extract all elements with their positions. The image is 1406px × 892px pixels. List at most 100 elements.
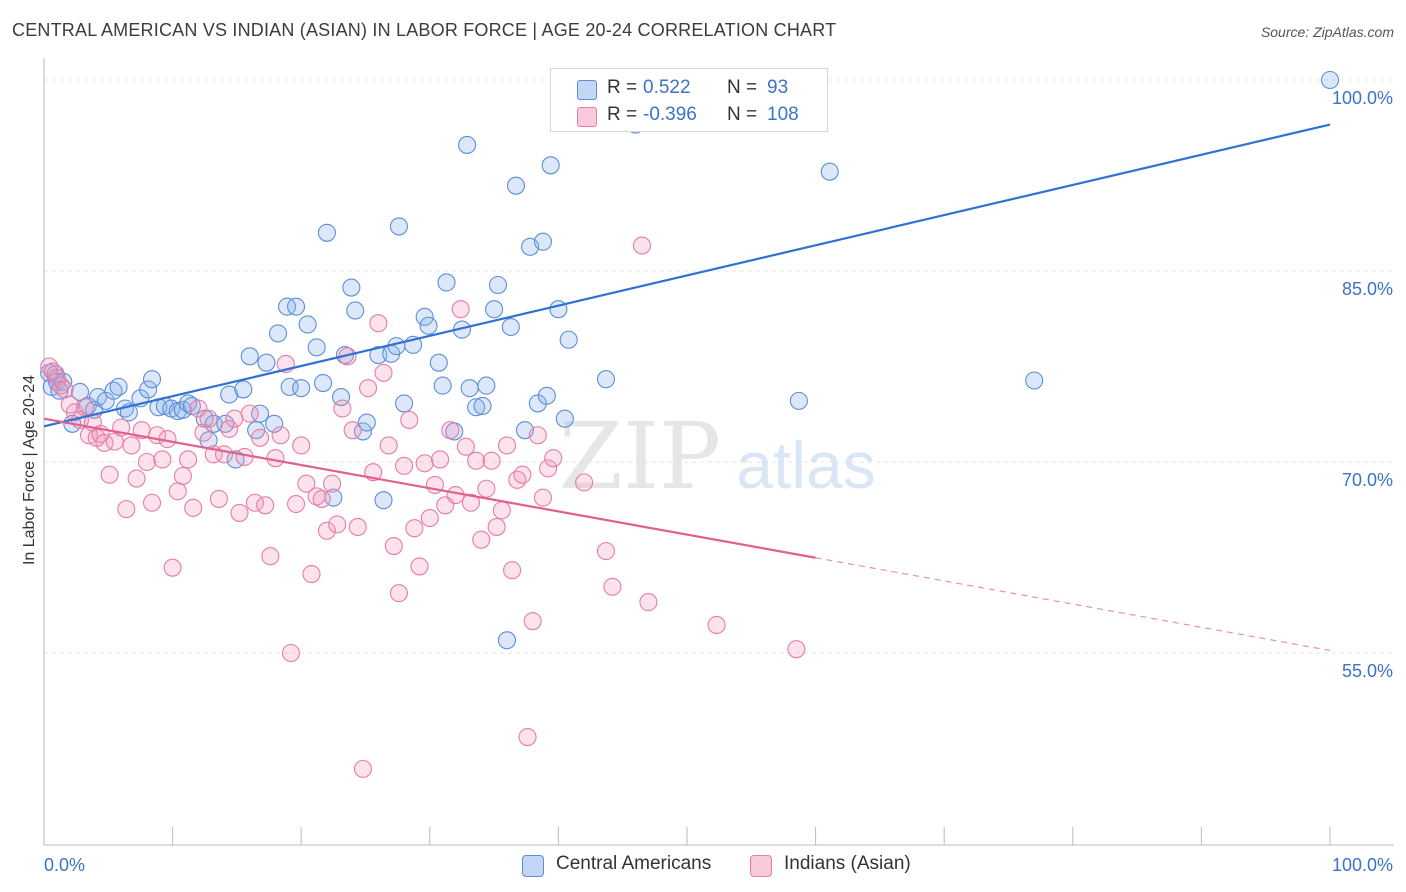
point-indians-asian <box>230 503 249 522</box>
point-indians-asian <box>539 459 558 478</box>
point-central-americans <box>298 315 317 334</box>
point-indians-asian <box>328 515 347 534</box>
grid-lines <box>44 79 1394 654</box>
legend-swatch-pink <box>577 107 597 127</box>
legend-n-value: 108 <box>767 104 799 125</box>
point-indians-asian <box>287 494 306 514</box>
point-indians-asian <box>451 300 470 319</box>
point-central-americans <box>415 307 434 326</box>
data-points <box>40 70 1340 778</box>
point-central-americans <box>317 223 336 242</box>
point-central-americans <box>346 301 365 320</box>
point-indians-asian <box>281 643 300 663</box>
legend-r-value: -0.396 <box>643 104 697 125</box>
point-indians-asian <box>209 489 228 508</box>
point-indians-asian <box>256 496 275 515</box>
point-central-americans <box>292 379 311 398</box>
point-indians-asian <box>250 428 270 447</box>
point-indians-asian <box>405 519 424 538</box>
point-indians-asian <box>199 409 218 428</box>
correlation-legend: R = 0.522 N = 93 R = -0.396 N = 108 <box>550 68 828 132</box>
point-central-americans <box>374 491 393 510</box>
point-indians-asian <box>142 493 162 512</box>
point-central-americans <box>96 391 115 410</box>
point-indians-asian <box>214 445 234 464</box>
x-tick-label: 100.0% <box>1332 855 1393 875</box>
point-indians-asian <box>461 493 481 512</box>
point-indians-asian <box>122 436 141 455</box>
legend-swatch-blue <box>577 80 597 100</box>
point-indians-asian <box>503 561 522 580</box>
point-central-americans <box>234 380 253 399</box>
axes <box>43 58 1394 846</box>
point-central-americans <box>314 374 333 393</box>
point-indians-asian <box>523 612 542 631</box>
point-indians-asian <box>225 409 244 428</box>
point-central-americans <box>537 386 556 405</box>
point-central-americans <box>369 345 388 365</box>
point-central-americans <box>280 377 299 396</box>
point-indians-asian <box>127 469 146 488</box>
point-indians-asian <box>575 473 594 492</box>
point-central-americans <box>458 135 477 154</box>
legend-r-value: 0.522 <box>643 77 691 98</box>
legend-r-label: R = <box>607 104 638 125</box>
point-central-americans <box>139 380 158 399</box>
trend-line-indians-asian <box>43 417 816 559</box>
point-indians-asian <box>508 470 527 489</box>
point-indians-asian <box>220 419 239 438</box>
legend-n-value: 93 <box>767 77 789 98</box>
point-central-americans <box>473 396 492 416</box>
point-central-americans <box>533 232 553 251</box>
point-indians-asian <box>379 436 398 455</box>
point-indians-asian <box>533 488 553 507</box>
point-indians-asian <box>168 482 187 501</box>
point-indians-asian <box>518 727 537 747</box>
point-indians-asian <box>317 521 336 540</box>
point-indians-asian <box>312 489 331 508</box>
legend-label: Indians (Asian) <box>784 853 911 874</box>
legend-row-central-americans: R = 0.522 N = 93 <box>551 73 827 101</box>
point-central-americans <box>287 297 306 316</box>
point-indians-asian <box>467 451 486 470</box>
point-indians-asian <box>707 615 726 635</box>
point-central-americans <box>220 385 239 404</box>
point-central-americans <box>257 353 276 372</box>
point-indians-asian <box>153 450 172 469</box>
point-central-americans <box>250 404 270 423</box>
point-indians-asian <box>477 479 496 498</box>
point-indians-asian <box>456 437 475 456</box>
point-central-americans <box>820 162 839 181</box>
point-indians-asian <box>117 500 136 519</box>
point-indians-asian <box>528 426 547 445</box>
point-indians-asian <box>603 577 622 596</box>
point-indians-asian <box>415 454 434 473</box>
point-indians-asian <box>343 421 362 440</box>
y-tick-label: 70.0% <box>1342 470 1393 490</box>
point-indians-asian <box>596 542 616 561</box>
point-indians-asian <box>420 508 439 528</box>
point-central-americans <box>555 409 574 428</box>
point-indians-asian <box>431 450 450 469</box>
point-indians-asian <box>497 436 517 455</box>
point-indians-asian <box>472 530 491 549</box>
point-indians-asian <box>302 565 321 584</box>
point-indians-asian <box>441 421 460 440</box>
point-central-americans <box>269 324 288 343</box>
point-indians-asian <box>55 380 74 399</box>
point-central-americans <box>395 394 414 413</box>
point-central-americans <box>1025 371 1044 390</box>
point-indians-asian <box>137 452 156 472</box>
point-indians-asian <box>178 450 198 469</box>
watermark-atlas: atlas <box>736 428 875 502</box>
point-central-americans <box>467 398 486 417</box>
point-central-americans <box>460 379 479 398</box>
point-indians-asian <box>446 486 465 505</box>
point-indians-asian <box>374 363 393 382</box>
point-central-americans <box>541 156 560 175</box>
point-indians-asian <box>307 487 326 506</box>
point-central-americans <box>142 370 162 389</box>
point-central-americans <box>433 376 452 395</box>
point-central-americans <box>265 414 284 433</box>
